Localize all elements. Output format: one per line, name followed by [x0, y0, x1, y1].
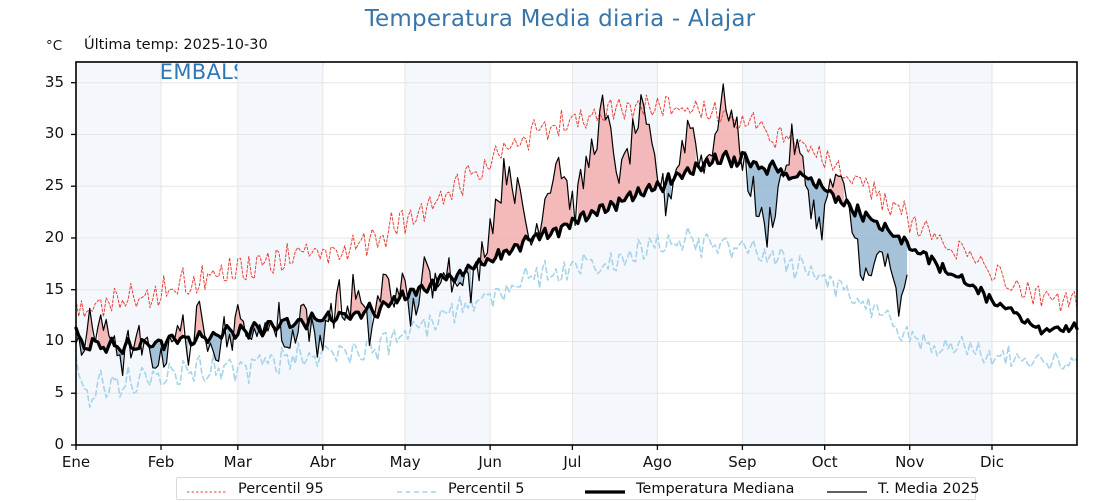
axis-frame: [75, 61, 1078, 446]
legend-swatch-icon: [395, 483, 439, 495]
legend-label: Percentil 95: [238, 480, 324, 497]
fill-below-median: [846, 199, 907, 317]
y-tick-label-4: 20: [44, 227, 64, 246]
fill-above-median: [300, 304, 307, 329]
y-tick-label-1: 5: [54, 383, 64, 402]
x-tick-label-abr: Abr: [309, 453, 336, 471]
legend-swatch-icon: [583, 483, 627, 495]
x-tick-label-nov: Nov: [895, 453, 925, 471]
x-tick-label-feb: Feb: [147, 453, 175, 471]
legend-label: T. Media 2025: [878, 480, 980, 497]
fill-above-median: [347, 274, 364, 320]
x-tick-label-ago: Ago: [642, 453, 672, 471]
legend-swatch-icon: [185, 483, 229, 495]
fill-above-median: [706, 84, 740, 167]
y-tick-label-5: 25: [44, 176, 64, 195]
month-band: [237, 62, 323, 445]
x-tick-label-jul: Jul: [563, 453, 582, 471]
fill-above-median: [673, 120, 696, 180]
x-tick-label-oct: Oct: [811, 453, 838, 471]
page-title: Temperatura Media diaria - Alajar: [364, 6, 756, 32]
legend-label: Percentil 5: [448, 480, 525, 497]
y-tick-label-7: 35: [44, 72, 64, 91]
x-tick-label-sep: Sep: [728, 453, 757, 471]
y-tick-label-0: 0: [54, 435, 64, 453]
fill-above-median: [235, 304, 244, 339]
x-tick-label-jun: Jun: [478, 453, 502, 471]
fill-above-median: [336, 279, 340, 320]
month-band: [405, 62, 491, 445]
series-percentil-5: [75, 226, 1078, 408]
legend-item-0[interactable]: Percentil 95: [185, 478, 324, 499]
last-temp-annotation: Última temp: 2025-10-30: [84, 37, 268, 53]
fill-above-median: [577, 94, 658, 224]
x-tick-label-may: May: [389, 453, 421, 471]
fill-below-median: [309, 311, 329, 358]
series-percentil-95: [75, 94, 1078, 318]
y-axis-unit-label: °C: [46, 38, 63, 54]
x-tick-label-dic: Dic: [979, 453, 1004, 471]
fill-below-median: [747, 161, 784, 248]
fill-above-median: [374, 274, 392, 318]
x-tick-label-mar: Mar: [223, 453, 252, 471]
legend-item-3[interactable]: T. Media 2025: [825, 478, 979, 499]
chart-legend: Percentil 95 Percentil 5 Temperatura Media…: [176, 477, 979, 500]
fill-above-median: [536, 157, 573, 240]
legend-label: Temperatura Mediana: [636, 480, 795, 497]
fill-above-median: [97, 314, 109, 353]
x-tick-label-ene: Ene: [61, 453, 91, 471]
y-tick-label-2: 10: [44, 331, 64, 350]
y-tick-label-3: 15: [44, 279, 64, 298]
fill-below-median: [805, 176, 828, 240]
fill-below-median: [407, 287, 419, 327]
series-t-media-2025: [75, 83, 908, 377]
legend-item-1[interactable]: Percentil 5: [395, 478, 524, 499]
fill-above-median: [786, 123, 803, 180]
y-tick-label-6: 30: [44, 124, 64, 143]
legend-item-2[interactable]: Temperatura Mediana: [583, 478, 794, 499]
series-temperatura-mediana: [74, 149, 1079, 355]
legend-swatch-icon: [825, 483, 869, 495]
